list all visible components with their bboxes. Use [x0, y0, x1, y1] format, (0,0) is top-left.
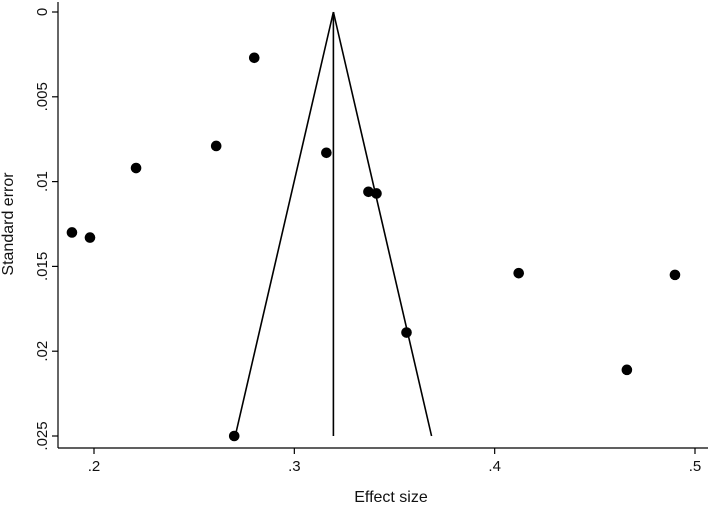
data-point — [210, 140, 222, 152]
x-tick-label: .3 — [288, 458, 301, 475]
y-tick-label: .005 — [34, 82, 51, 111]
x-tick-label: .2 — [88, 458, 101, 475]
axes — [57, 2, 708, 449]
x-ticks: .2 .3 .4 .5 — [88, 448, 702, 475]
data-point — [321, 147, 332, 159]
data-point — [228, 430, 240, 442]
data-point — [248, 52, 260, 64]
y-tick-label: .01 — [34, 171, 51, 192]
data-point — [371, 188, 382, 199]
y-tick-label: 0 — [34, 8, 51, 16]
funnel-right-line — [332, 11, 433, 437]
y-axis-title: Standard error — [0, 172, 17, 276]
x-tick-label: .4 — [488, 458, 501, 475]
data-points — [66, 52, 681, 442]
data-point — [363, 186, 374, 198]
x-axis-title: Effect size — [354, 489, 428, 506]
funnel — [234, 11, 433, 437]
x-tick-label: .5 — [689, 458, 702, 475]
y-tick-label: .025 — [34, 421, 51, 450]
funnel-left-line — [234, 11, 335, 437]
y-tick-label: .02 — [34, 341, 51, 362]
y-tick-label: .015 — [34, 252, 51, 281]
y-ticks: 0 .005 .01 .015 .02 .025 — [34, 8, 58, 451]
data-point — [621, 364, 633, 376]
data-point — [401, 327, 412, 338]
data-point — [513, 267, 525, 279]
data-point — [84, 232, 96, 243]
data-point — [66, 227, 78, 238]
data-point — [130, 162, 142, 174]
data-point — [669, 269, 681, 281]
